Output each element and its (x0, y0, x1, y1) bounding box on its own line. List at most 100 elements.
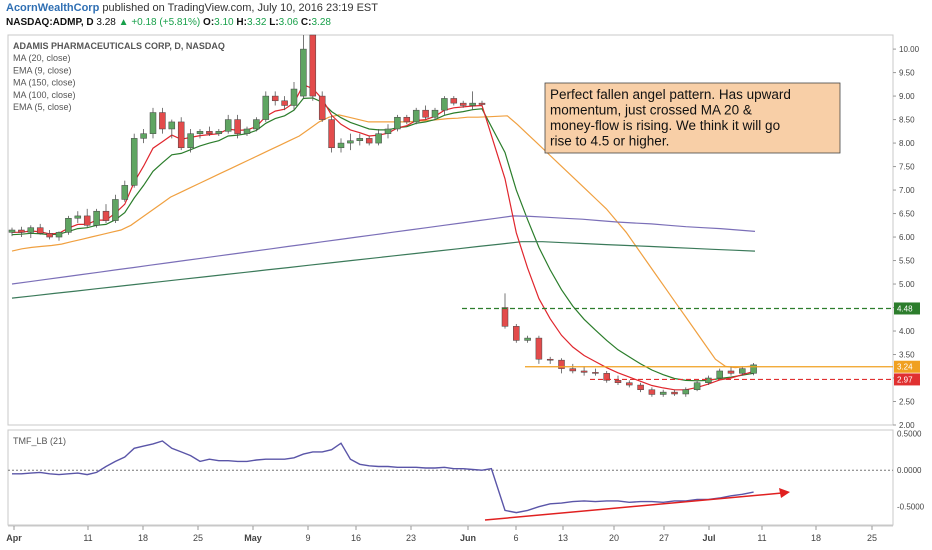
candle (739, 366, 746, 376)
candle (513, 323, 520, 343)
candle-body (234, 119, 241, 134)
time-tick-label: May (244, 533, 262, 543)
level-tag-bg (894, 360, 920, 373)
legend-entry: EMA (5, close) (13, 102, 72, 112)
price-tick-label: 9.50 (899, 69, 915, 78)
candle (422, 105, 429, 120)
candle-body (187, 133, 194, 149)
series-ma-100-close-line (11, 241, 756, 299)
candle-body (450, 98, 458, 104)
publish-info: published on TradingView.com, July 10, 2… (102, 2, 378, 14)
candle (637, 382, 644, 393)
candle (524, 335, 531, 343)
candle (196, 128, 204, 139)
candle (102, 204, 110, 223)
level-tag-label: 3.24 (897, 363, 913, 372)
ticker-o-label: O: (203, 17, 215, 28)
candle (603, 370, 610, 383)
oscillator-pane-border (7, 429, 894, 526)
price-tick-label: 8.50 (899, 116, 915, 125)
candle (431, 107, 439, 120)
candle (441, 96, 448, 115)
ticker-change: ▲ +0.18 (+5.81%) (118, 17, 201, 28)
candle (206, 126, 213, 137)
tmf-line (12, 440, 754, 514)
time-tick-label: Apr (6, 533, 22, 543)
candle-body (384, 128, 392, 134)
time-tick-label: 18 (811, 533, 821, 543)
candle-body (614, 380, 622, 383)
time-tick-label: 11 (757, 533, 766, 543)
candle-body (375, 133, 382, 144)
annotation-line: Perfect fallen angel pattern. Has upward (550, 87, 791, 102)
candle-body (671, 391, 678, 395)
candle (546, 356, 554, 364)
candle (478, 100, 486, 106)
candle (384, 124, 392, 139)
candle (121, 180, 129, 202)
candle-body (524, 337, 531, 341)
candle-body (224, 119, 232, 132)
candle (750, 362, 757, 376)
oscillator-tick-label: -0.5000 (897, 503, 925, 512)
candle (168, 119, 176, 139)
candle-body (18, 229, 25, 233)
candle-body (290, 88, 298, 106)
candle-body (74, 215, 82, 219)
candle-body (328, 119, 335, 149)
candle (365, 136, 373, 146)
price-tick-label: 6.50 (899, 210, 915, 219)
legend-entry: MA (100, close) (13, 90, 76, 100)
candle-body (716, 370, 723, 379)
time-tick-label: 11 (83, 533, 92, 543)
candle (83, 208, 91, 228)
author-link[interactable]: AcornWealthCorp (6, 2, 100, 14)
candle (300, 35, 307, 99)
candle-body (55, 232, 63, 238)
candle (716, 368, 723, 381)
candle-body (648, 389, 656, 395)
price-pane-border (7, 34, 894, 426)
legend-entry: MA (20, close) (13, 53, 71, 63)
candle (347, 133, 354, 151)
candle (403, 114, 411, 125)
time-tick-label: 23 (406, 533, 416, 543)
series-ma-20-close-line (11, 114, 756, 369)
candle (659, 389, 667, 397)
candle (271, 91, 279, 106)
candle-body (347, 140, 354, 144)
level-tag-label: 2.97 (897, 375, 913, 384)
price-tick-label: 7.50 (899, 163, 915, 172)
candle (705, 375, 712, 386)
candle-body (281, 100, 288, 106)
candle-body (705, 377, 712, 383)
annotation-line: momentum, just crossed MA 20 & (550, 103, 752, 118)
candle (459, 100, 467, 108)
candle (243, 126, 251, 137)
candle (93, 208, 100, 228)
legend-entry: ADAMIS PHARMACEUTICALS CORP, D, NASDAQ (13, 41, 225, 51)
candle (469, 91, 476, 111)
candle-body (412, 109, 420, 123)
price-tick-label: 5.50 (899, 257, 915, 266)
time-tick-label: Jul (702, 533, 715, 543)
candle-body (112, 199, 119, 221)
candle-body (253, 119, 260, 130)
trend-arrow-head (779, 488, 790, 498)
price-tick-label: 4.00 (899, 327, 915, 336)
candle-body (478, 102, 486, 105)
candle-body (149, 112, 157, 134)
series-ma-150-close-line (11, 215, 756, 285)
candle (394, 114, 401, 132)
candle (626, 380, 633, 388)
candle (614, 375, 622, 386)
candle-body (271, 95, 279, 102)
candle-body (206, 131, 213, 134)
series-ema-9-close-line (11, 97, 754, 382)
candle-body (337, 142, 345, 149)
price-tick-label: 3.50 (899, 351, 915, 360)
candle-body (140, 133, 147, 139)
candle (727, 366, 735, 376)
price-tick-label: 8.00 (899, 139, 915, 148)
